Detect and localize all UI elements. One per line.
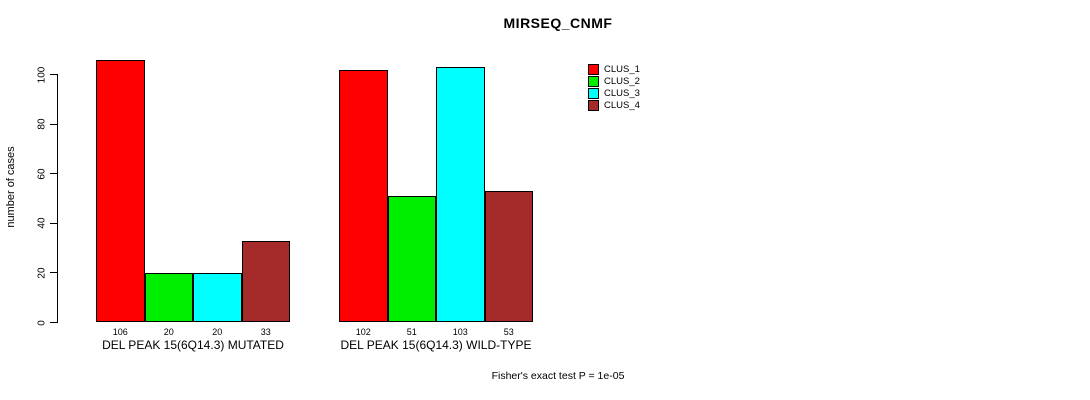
legend-item-clus_4: CLUS_4 [588,99,640,111]
legend-swatch-icon [588,87,599,99]
bar-clus_2-group2 [387,196,436,323]
bar-value-label: 53 [503,327,514,337]
bar-value-label: 103 [452,327,468,337]
fisher-test-annotation: Fisher's exact test P = 1e-05 [491,370,625,382]
y-tick-mark [50,173,57,175]
y-tick-mark [50,123,57,125]
bar-clus_1-group2 [339,69,388,323]
y-tick-label: 0 [36,319,48,326]
legend: CLUS_1 CLUS_2 CLUS_3 CLUS_4 [588,63,640,111]
bar-value-label: 20 [212,327,223,337]
chart-title: MIRSEQ_CNMF [503,15,613,31]
y-tick-label: 40 [36,217,48,229]
y-tick-mark [50,272,57,274]
group-axis-label: DEL PEAK 15(6Q14.3) MUTATED [102,338,284,352]
legend-label: CLUS_1 [604,63,640,75]
legend-swatch-icon [588,75,599,87]
bar-clus_4-group1 [241,240,290,323]
legend-swatch-icon [588,99,599,111]
group-axis-label: DEL PEAK 15(6Q14.3) WILD-TYPE [340,338,532,352]
bar-value-label: 102 [355,327,371,337]
bar-value-label: 20 [163,327,174,337]
legend-item-clus_3: CLUS_3 [588,87,640,99]
bar-value-label: 51 [406,327,417,337]
bar-clus_4-group2 [484,191,533,323]
y-axis-label: number of cases [5,146,17,228]
bar-clus_2-group1 [144,272,193,323]
y-tick-mark [50,74,57,75]
bar-value-label: 33 [260,327,271,337]
bar-clus_3-group1 [193,272,242,323]
bar-clus_1-group1 [96,59,145,323]
legend-label: CLUS_4 [604,99,640,111]
y-tick-mark [50,222,57,224]
bar-value-label: 106 [112,327,128,337]
legend-swatch-icon [588,63,599,75]
y-axis-line [57,74,58,323]
legend-item-clus_2: CLUS_2 [588,75,640,87]
y-tick-label: 100 [36,66,48,83]
y-tick-label: 80 [36,118,48,130]
legend-label: CLUS_2 [604,75,640,87]
bar-clus_3-group2 [436,67,485,323]
y-tick-mark [50,322,57,323]
y-tick-label: 60 [36,168,48,180]
legend-item-clus_1: CLUS_1 [588,63,640,75]
y-tick-label: 20 [36,267,48,279]
legend-label: CLUS_3 [604,87,640,99]
